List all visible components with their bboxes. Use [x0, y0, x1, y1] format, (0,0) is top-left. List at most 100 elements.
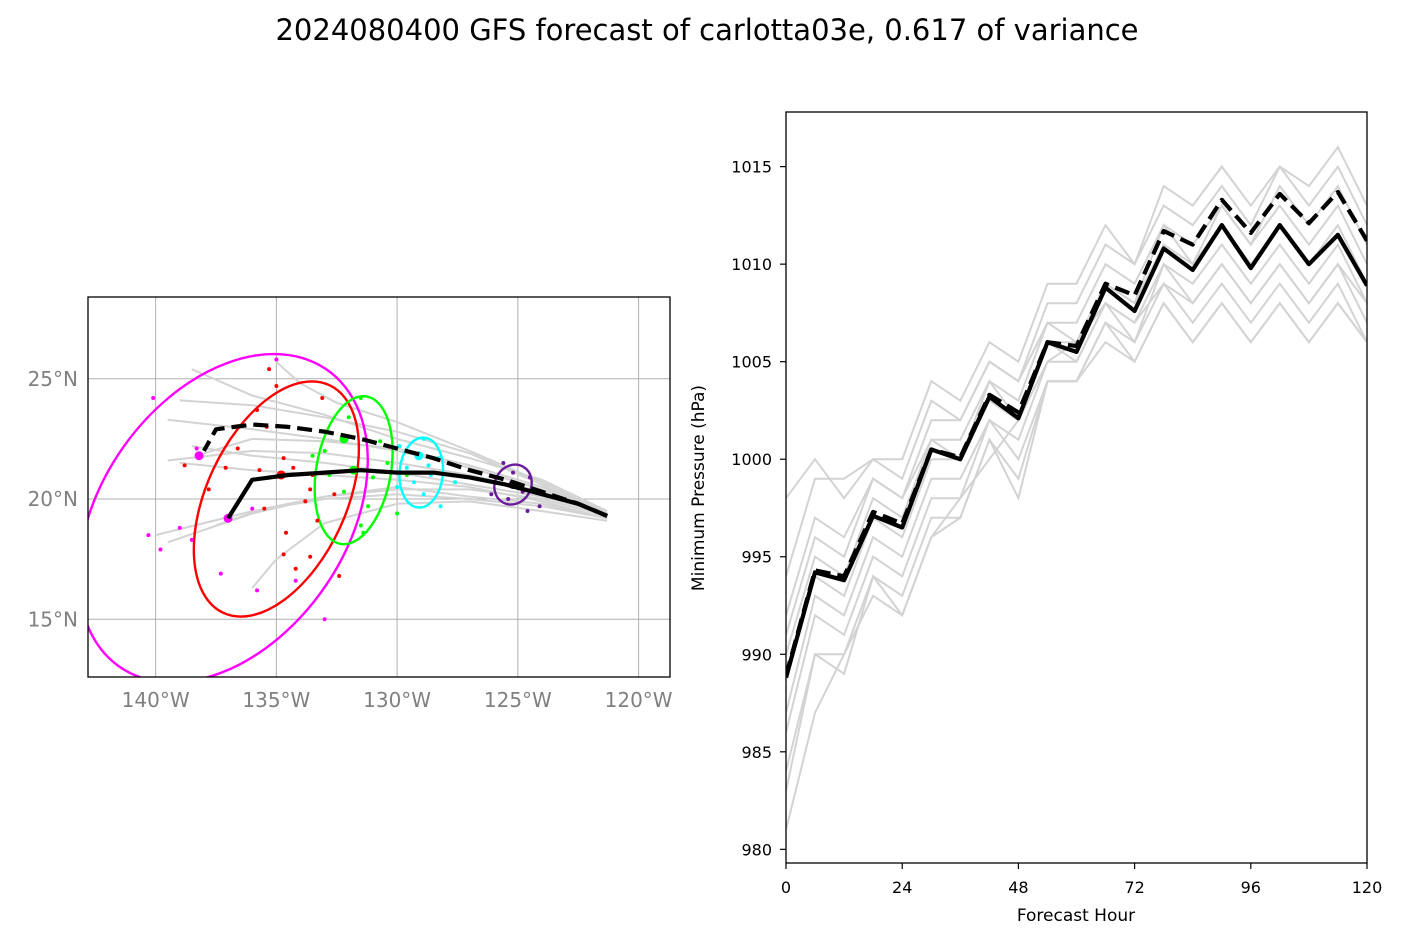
figure-title: 2024080400 GFS forecast of carlotta03e, … [275, 13, 1138, 47]
mean-tracks [202, 422, 609, 520]
pressure-frame [785, 111, 1368, 864]
ensemble-track [167, 488, 608, 544]
member-position-point [438, 504, 443, 509]
map-lon-tick-label: 130°W [363, 688, 431, 712]
member-position-point [322, 617, 327, 622]
member-position-point [397, 444, 402, 449]
y-tick-label: 1010 [731, 255, 772, 274]
ensemble-pressure-line [786, 262, 1367, 714]
y-axis-label: Minimum Pressure (hPa) [689, 385, 709, 591]
track-map-panel: 140°W 135°W 130°W 125°W 120°W 15°N 20°N 25°N [28, 296, 673, 712]
member-position-point [255, 408, 260, 413]
y-tick-label: 980 [741, 840, 772, 859]
mean-pressure-dashed [786, 189, 1367, 677]
member-position-point [223, 465, 228, 470]
ensemble-track [191, 368, 608, 513]
y-tick-label: 990 [741, 645, 772, 664]
uncertainty-ellipse [313, 394, 394, 546]
ensemble-tracks [155, 361, 608, 589]
map-lon-tick-label: 135°W [242, 688, 310, 712]
member-position-point [291, 465, 296, 470]
member-position-point [395, 511, 400, 516]
member-position-point [308, 554, 313, 559]
member-position-point [378, 439, 383, 444]
map-lon-tick-label: 125°W [484, 688, 552, 712]
member-position-point [182, 463, 187, 468]
member-position-point [337, 573, 342, 578]
pressure-panel: 0 24 48 72 96 120 980 985 990 995 1000 1005 1010 1015… [689, 111, 1382, 926]
member-position-point [322, 448, 327, 453]
member-position-point [293, 578, 298, 583]
member-position-point [511, 470, 516, 475]
ensemble-pressure-line [786, 301, 1367, 792]
ensemble-pressure-line [786, 164, 1367, 577]
member-position-point [158, 547, 163, 552]
map-lon-tick-label: 140°W [122, 688, 190, 712]
member-position-point [346, 415, 351, 420]
member-position-point [255, 588, 260, 593]
ensemble-pressure-line [786, 203, 1367, 636]
member-position-point [218, 571, 223, 576]
y-tick-label: 1000 [731, 450, 772, 469]
member-position-point [421, 492, 426, 497]
member-position-point [395, 485, 400, 489]
x-tick-label: 24 [892, 878, 912, 897]
x-tick-label: 0 [781, 878, 791, 897]
mean-track-dashed [202, 422, 609, 518]
member-position-point [308, 487, 313, 492]
ensemble-track [251, 500, 608, 589]
member-position-point [206, 487, 211, 492]
mean-pressure-lines [786, 189, 1367, 679]
member-position-point [235, 446, 240, 451]
member-position-point [177, 525, 182, 530]
ensemble-track [179, 399, 608, 517]
member-position-point [293, 566, 298, 571]
member-position-point [310, 453, 315, 458]
ensemble-pressure-lines [786, 145, 1367, 831]
uncertainty-ellipse [88, 352, 369, 677]
member-position-point [303, 499, 308, 504]
pressure-ticks: 0 24 48 72 96 120 980 985 990 995 1000 1005 1010 1015 [731, 158, 1382, 897]
member-position-point [262, 506, 267, 511]
ensemble-pressure-line [786, 184, 1367, 616]
map-lat-tick-label: 25°N [28, 367, 78, 391]
map-lat-tick-label: 15°N [28, 607, 78, 631]
member-position-point [358, 523, 363, 528]
uncertainty-ellipse [192, 380, 361, 618]
y-tick-label: 1015 [731, 158, 772, 177]
x-tick-label: 72 [1124, 878, 1144, 897]
member-position-point [501, 460, 506, 465]
member-position-point [370, 475, 375, 480]
member-position-point [537, 504, 542, 509]
x-tick-label: 120 [1352, 878, 1383, 897]
ensemble-track [155, 493, 608, 537]
x-tick-label: 48 [1008, 878, 1028, 897]
ensemble-track [167, 418, 608, 515]
member-position-point [257, 468, 262, 473]
member-position-point [274, 383, 279, 388]
member-position-point [453, 480, 458, 485]
y-tick-label: 995 [741, 548, 772, 567]
member-position-point [281, 552, 286, 557]
member-position-point [489, 492, 494, 497]
member-position-point [525, 509, 530, 514]
member-position-point [421, 436, 426, 441]
y-tick-label: 985 [741, 743, 772, 762]
member-position-point [194, 451, 204, 461]
ensemble-track [179, 461, 608, 520]
member-position-point [426, 463, 431, 468]
member-position-point [284, 530, 289, 535]
member-position-point [385, 460, 390, 465]
member-position-point [506, 497, 511, 502]
member-position-point [366, 504, 371, 509]
member-position-point [358, 396, 363, 401]
member-position-point [315, 518, 320, 523]
member-position-point [250, 506, 255, 511]
member-position-point [361, 530, 366, 535]
ensemble-pressure-line [786, 223, 1367, 655]
member-position-point [151, 396, 156, 401]
member-position-point [146, 533, 151, 538]
uncertainty-ellipses [88, 352, 533, 677]
x-tick-label: 96 [1241, 878, 1261, 897]
